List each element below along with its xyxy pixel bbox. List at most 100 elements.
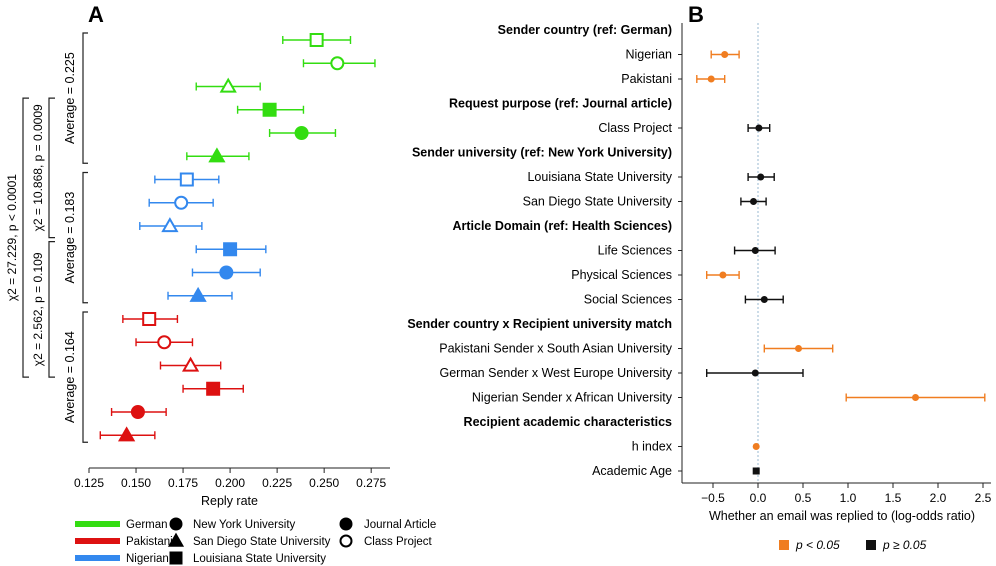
reply-rate-point-13 bbox=[135, 335, 194, 350]
coef-marker bbox=[719, 271, 727, 279]
reply-rate-point-11 bbox=[167, 286, 233, 302]
coef-marker bbox=[912, 394, 919, 401]
x-tick-label: 0.225 bbox=[262, 476, 292, 490]
average-bracket-line bbox=[82, 32, 88, 164]
chi-square-label: χ2 = 10.868, p = 0.0009 bbox=[31, 104, 45, 231]
legend-color-swatch bbox=[75, 521, 120, 527]
average-bracket: Average = 0.164 bbox=[63, 311, 88, 443]
coef-marker bbox=[757, 173, 765, 181]
x-tick-label: 1.5 bbox=[885, 491, 902, 505]
coef-row-11: Social Sciences bbox=[584, 293, 784, 307]
coef-marker bbox=[707, 75, 715, 83]
chi-square-label: χ2 = 2.562, p = 0.109 bbox=[31, 252, 45, 366]
x-tick-label: 0.175 bbox=[168, 476, 198, 490]
legend-label: p ≥ 0.05 bbox=[882, 538, 927, 552]
coef-row-7: San Diego State University bbox=[523, 195, 767, 209]
x-tick-label: 1.0 bbox=[840, 491, 857, 505]
legend-fill-marker bbox=[339, 534, 353, 548]
reply-rate-point-5 bbox=[186, 147, 250, 163]
legend-significant: p < 0.05 bbox=[779, 538, 840, 552]
legend-country-nigerian: Nigerian bbox=[75, 553, 169, 565]
x-tick-label: −0.5 bbox=[701, 491, 725, 505]
legend-label: Journal Article bbox=[364, 519, 436, 531]
coef-row-2: Pakistani bbox=[621, 72, 726, 86]
coef-row-4: Class Project bbox=[598, 121, 771, 135]
reply-rate-point-15 bbox=[182, 381, 244, 396]
reply-rate-marker bbox=[118, 426, 136, 442]
average-label: Average = 0.164 bbox=[63, 331, 77, 423]
chi-square-test: χ2 = 10.868, p = 0.0009 bbox=[31, 97, 55, 239]
reply-rate-point-2 bbox=[195, 77, 261, 93]
coef-label: Physical Sciences bbox=[571, 268, 672, 282]
reply-rate-point-12 bbox=[122, 312, 179, 326]
coef-label: h index bbox=[632, 440, 673, 454]
x-axis-title: Reply rate bbox=[201, 494, 258, 508]
x-tick-label: 0.5 bbox=[795, 491, 812, 505]
chi-square-bracket bbox=[48, 97, 55, 239]
legend-label: New York University bbox=[193, 519, 296, 531]
reply-rate-marker bbox=[189, 286, 207, 302]
coef-label: Pakistani Sender x South Asian Universit… bbox=[439, 342, 673, 356]
reply-rate-point-7 bbox=[148, 195, 214, 210]
legend-not-significant: p ≥ 0.05 bbox=[866, 538, 927, 552]
reply-rate-point-0 bbox=[282, 33, 352, 47]
legend-label: Pakistani bbox=[126, 536, 173, 548]
section-header: Sender country (ref: German) bbox=[498, 23, 672, 37]
panel-label-a: A bbox=[88, 2, 104, 27]
reply-rate-marker bbox=[208, 147, 226, 163]
coef-marker bbox=[760, 296, 768, 303]
panel-b-legend: p < 0.05 p ≥ 0.05 bbox=[779, 538, 927, 552]
legend-label: p < 0.05 bbox=[795, 538, 840, 552]
chi-square-test: χ2 = 2.562, p = 0.109 bbox=[31, 241, 55, 378]
coef-row-9: Life Sciences bbox=[598, 244, 776, 258]
coef-row-17: h index bbox=[632, 440, 760, 454]
legend-shape-marker bbox=[169, 551, 183, 565]
x-tick-label: 0.0 bbox=[750, 491, 767, 505]
panel-label-b: B bbox=[688, 2, 704, 27]
reply-rate-marker bbox=[294, 126, 309, 140]
x-axis-title: Whether an email was replied to (log-odd… bbox=[709, 509, 975, 523]
reply-rate-marker bbox=[174, 195, 189, 210]
coef-marker bbox=[750, 198, 757, 205]
legend-label: German bbox=[126, 519, 168, 531]
panel-a-legend: German Pakistani Nigerian New York Universi… bbox=[75, 517, 436, 565]
reply-rate-marker bbox=[179, 172, 194, 187]
coef-row-14: German Sender x West Europe University bbox=[439, 366, 804, 380]
reply-rate-marker bbox=[142, 312, 157, 326]
reply-rate-point-10 bbox=[191, 265, 261, 280]
legend-swatch bbox=[866, 540, 876, 550]
chi-square-bracket bbox=[22, 97, 29, 378]
coef-marker bbox=[752, 467, 760, 475]
legend-shape-marker bbox=[169, 517, 183, 531]
coef-label: Nigerian bbox=[625, 48, 672, 62]
average-bracket-line bbox=[82, 171, 88, 304]
legend-purpose: Journal Article bbox=[339, 517, 436, 531]
legend-purpose: Class Project bbox=[339, 534, 433, 548]
coef-marker bbox=[755, 124, 763, 132]
x-tick-label: 2.5 bbox=[975, 491, 992, 505]
reply-rate-marker bbox=[161, 217, 179, 233]
reply-rate-marker bbox=[262, 102, 277, 117]
reply-rate-point-9 bbox=[195, 242, 267, 257]
reply-rate-marker bbox=[206, 381, 221, 396]
average-bracket: Average = 0.183 bbox=[63, 171, 88, 304]
legend-shape-marker bbox=[167, 532, 185, 547]
section-header: Recipient academic characteristics bbox=[464, 415, 672, 429]
chi-square-test: χ2 = 27.229, p < 0.0001 bbox=[5, 97, 29, 378]
coef-marker bbox=[752, 443, 760, 450]
legend-university: New York University bbox=[169, 517, 296, 531]
legend-label: Nigerian bbox=[126, 553, 169, 565]
panel-a-reply-rate-chart: 0.125 0.150 0.175 0.200 0.225 0.250 0.275 Reply… bbox=[5, 32, 436, 565]
reply-rate-point-3 bbox=[236, 102, 305, 117]
coef-marker bbox=[751, 369, 759, 377]
coef-label: Class Project bbox=[598, 121, 672, 135]
legend-label: San Diego State University bbox=[193, 536, 331, 548]
section-header: Article Domain (ref: Health Sciences) bbox=[452, 219, 672, 233]
x-tick-label: 0.250 bbox=[309, 476, 339, 490]
coef-marker bbox=[795, 345, 802, 352]
reply-rate-marker bbox=[223, 242, 238, 257]
legend-country-pakistani: Pakistani bbox=[75, 536, 173, 548]
coef-marker bbox=[721, 51, 729, 58]
legend-color-swatch bbox=[75, 555, 120, 561]
legend-university: Louisiana State University bbox=[169, 551, 326, 565]
